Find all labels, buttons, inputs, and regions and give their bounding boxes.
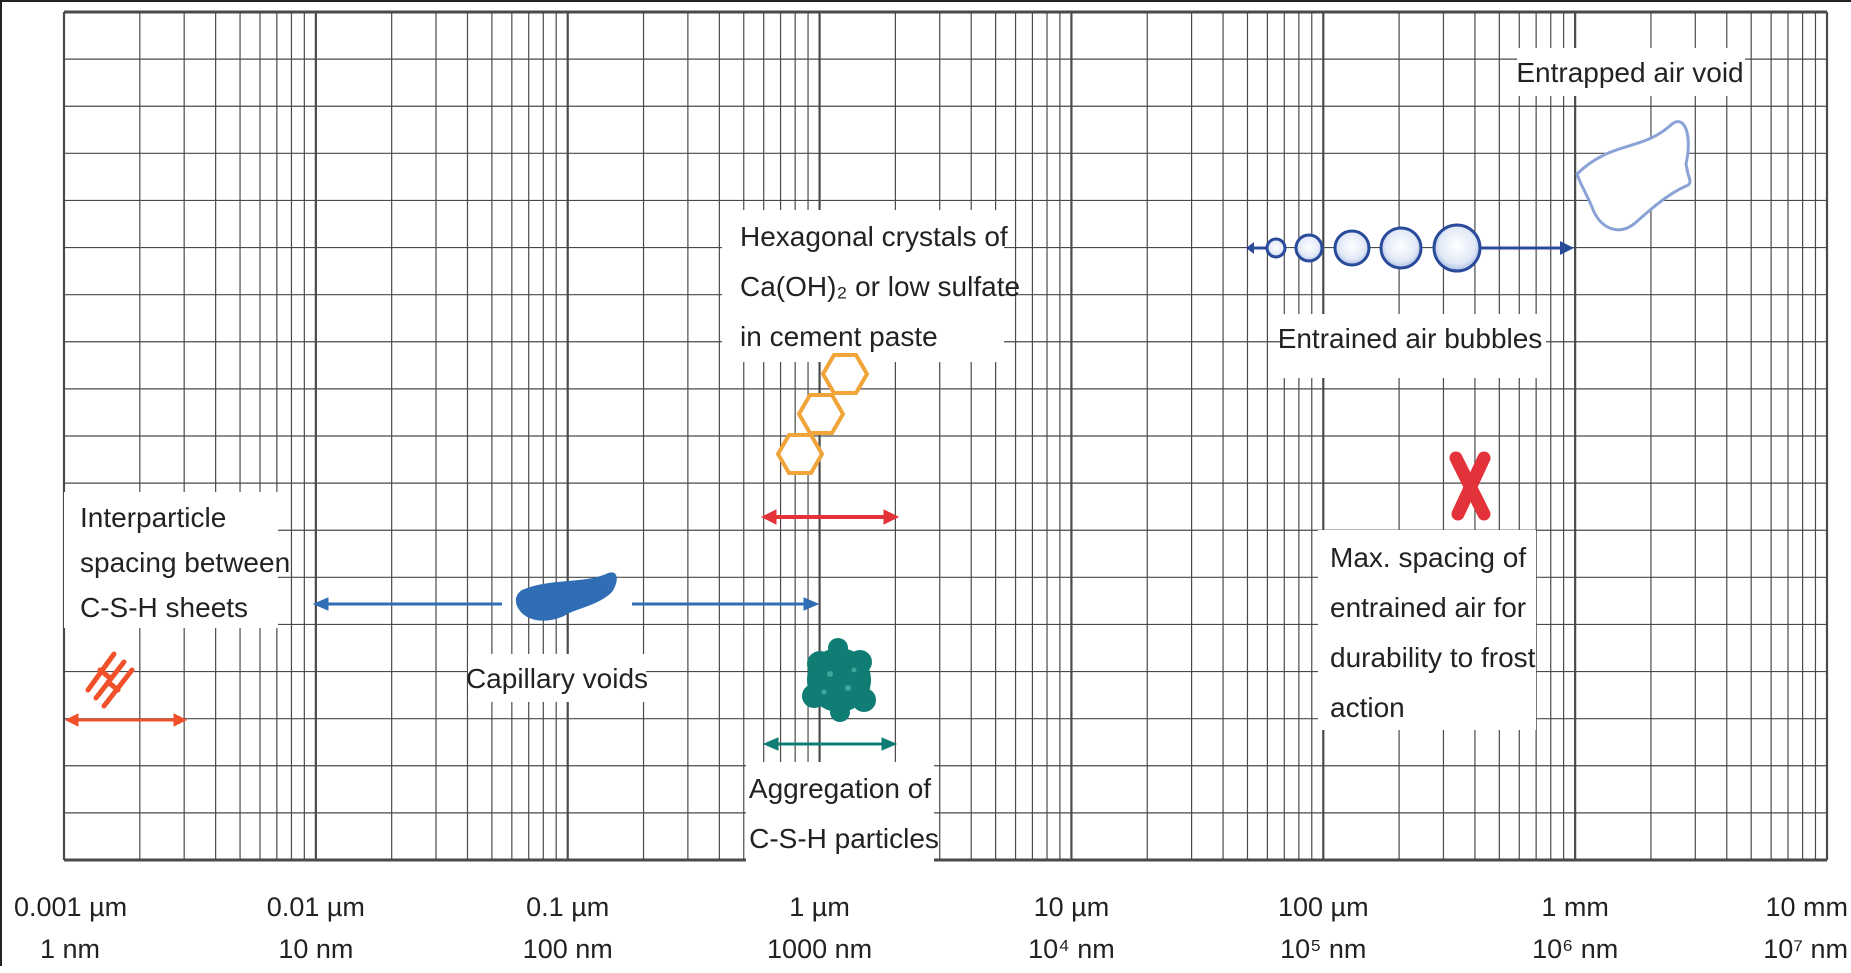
tick-label-nanometer: 100 nm <box>523 934 613 964</box>
aggregation-range-arrow <box>762 737 898 751</box>
hexagon-crystal-icon <box>775 353 870 475</box>
maxspacing-line3: durability to frost <box>1330 642 1536 673</box>
tick-label-nanometer: 1 nm <box>40 934 100 964</box>
hex-label-line3: in cement paste <box>740 321 938 352</box>
csh-sheets-icon <box>85 651 135 709</box>
tick-label-micrometer: 10 µm <box>1034 892 1110 922</box>
cross-icon <box>1449 451 1491 521</box>
interparticle-line2: spacing between <box>80 547 290 578</box>
hexagon-range-arrow <box>760 509 900 525</box>
aggregation-line1: Aggregation of <box>749 773 931 804</box>
tick-label-nanometer: 1000 nm <box>767 934 872 964</box>
label-backgrounds <box>64 48 1745 862</box>
entrapped-label: Entrapped air void <box>1516 57 1743 88</box>
tick-label-micrometer: 10 mm <box>1765 892 1848 922</box>
tick-label-micrometer: 0.1 µm <box>526 892 609 922</box>
tick-label-micrometer: 0.01 µm <box>267 892 365 922</box>
tick-label-nanometer: 10⁵ nm <box>1280 934 1366 964</box>
hex-label-line1: Hexagonal crystals of <box>740 221 1008 252</box>
tick-label-nanometer: 10⁷ nm <box>1763 934 1848 964</box>
tick-label-nanometer: 10 nm <box>278 934 353 964</box>
tick-label-micrometer: 1 mm <box>1541 892 1609 922</box>
interparticle-line3: C-S-H sheets <box>80 592 248 623</box>
tick-label-micrometer: 0.001 µm <box>14 892 127 922</box>
capillary-label: Capillary voids <box>466 663 648 694</box>
tick-label-micrometer: 100 µm <box>1278 892 1369 922</box>
log-grid <box>62 10 1829 862</box>
maxspacing-line2: entrained air for <box>1330 592 1526 623</box>
maxspacing-line4: action <box>1330 692 1405 723</box>
aggregation-line2: C-S-H particles <box>749 823 939 854</box>
tick-label-micrometer: 1 µm <box>789 892 850 922</box>
entrapped-void-icon <box>1575 120 1692 232</box>
capillary-range-arrow <box>312 597 820 611</box>
entrained-label: Entrained air bubbles <box>1278 323 1543 354</box>
axis-tick-labels: 0.001 µm 1 nm 0.01 µm 10 nm 0.1 µm 100 nm 1 µm… <box>14 892 1848 964</box>
interparticle-line1: Interparticle <box>80 502 226 533</box>
tick-label-nanometer: 10⁴ nm <box>1028 934 1115 964</box>
interparticle-range-arrow <box>64 713 188 727</box>
capillary-void-icon <box>515 572 617 621</box>
maxspacing-line1: Max. spacing of <box>1330 542 1526 573</box>
tick-label-nanometer: 10⁶ nm <box>1532 934 1618 964</box>
hex-label-line2: Ca(OH)₂ or low sulfate <box>740 271 1020 302</box>
csh-aggregate-icon <box>802 638 876 722</box>
air-bubble-icon <box>1246 223 1574 273</box>
